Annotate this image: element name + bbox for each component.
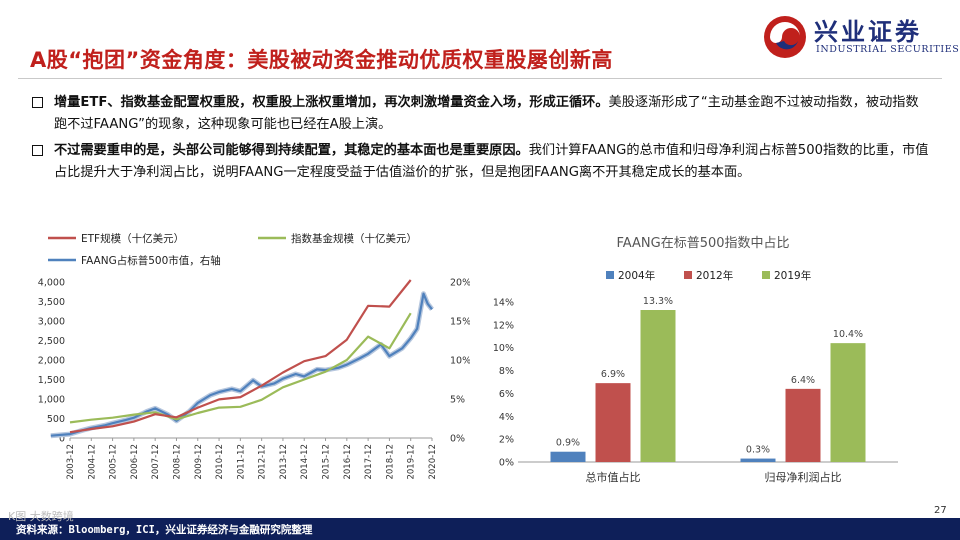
y-tick-label: 4% <box>499 412 514 423</box>
y-tick-label: 14% <box>493 298 514 309</box>
page-title: A股“抱团”资金角度：美股被动资金推动优质权重股屡创新高 <box>30 48 613 72</box>
y-tick-label: 2% <box>499 435 514 446</box>
x-tick-label: 2014-12 <box>300 444 310 480</box>
bar-value-label: 0.9% <box>556 438 580 449</box>
bullet-list: 增量ETF、指数基金配置权重股，权重股上涨权重增加，再次刺激增量资金入场，形成正… <box>30 92 930 188</box>
x-tick-label: 2018-12 <box>385 444 395 480</box>
legend-label: 指数基金规模（十亿美元） <box>291 232 417 245</box>
legend-label: 2012年 <box>696 269 733 282</box>
bar-value-label: 10.4% <box>833 329 863 340</box>
page-number: 27 <box>934 505 947 516</box>
bullet-item: 不过需要重申的是，头部公司能够得到持续配置，其稳定的基本面也是重要原因。我们计算… <box>30 140 930 184</box>
legend-swatch <box>684 271 692 279</box>
y-left-tick-label: 500 <box>47 414 65 425</box>
x-tick-label: 2012-12 <box>258 444 268 480</box>
bar <box>640 310 676 462</box>
faang-share-shadow-line <box>50 291 434 439</box>
x-tick-label: 2019-12 <box>407 444 417 480</box>
footer-bar <box>0 518 960 540</box>
bullet-text: 美股逐渐形成了“主动基金跑不过被动指数，被动指数跑不过FAANG”的现象，这种现… <box>54 95 919 132</box>
x-tick-label: 2009-12 <box>194 444 204 480</box>
bullet-bold-text: 增量ETF、指数基金配置权重股，权重股上涨权重增加，再次刺激增量资金入场，形成正… <box>54 95 609 110</box>
index-fund-size-line <box>69 312 412 424</box>
y-left-tick-label: 4,000 <box>38 278 65 289</box>
bar-value-label: 6.9% <box>601 369 625 380</box>
legend-label: ETF规模（十亿美元） <box>81 232 184 245</box>
logo-name-cn: 兴业证券 <box>814 17 922 46</box>
x-tick-label: 2013-12 <box>279 444 289 480</box>
checkbox-square-icon <box>32 145 43 156</box>
bar <box>550 451 586 462</box>
y-tick-label: 12% <box>493 320 514 331</box>
y-right-tick-label: 0% <box>450 434 465 445</box>
legend-label: 2004年 <box>618 269 655 282</box>
y-right-tick-label: 15% <box>450 317 470 328</box>
bullet-bold-text: 不过需要重申的是，头部公司能够得到持续配置，其稳定的基本面也是重要原因。 <box>54 143 529 158</box>
watermark: K图 大数跨境 <box>8 510 74 523</box>
x-tick-label: 2017-12 <box>364 444 374 480</box>
category-label: 归母净利润占比 <box>765 470 842 484</box>
title-divider <box>18 78 942 79</box>
x-tick-label: 2006-12 <box>130 444 140 480</box>
y-left-tick-label: 1,000 <box>38 395 65 406</box>
x-tick-label: 2007-12 <box>151 444 161 480</box>
faang-share-line <box>50 292 433 437</box>
y-right-tick-label: 20% <box>450 278 470 289</box>
y-left-tick-label: 0 <box>59 434 65 445</box>
logo-name-en: INDUSTRIAL SECURITIES <box>816 44 960 55</box>
x-tick-label: 2005-12 <box>109 444 119 480</box>
bar-value-label: 0.3% <box>746 445 770 456</box>
bar-chart-title: FAANG在标普500指数中占比 <box>616 236 789 251</box>
source-note: 资料来源：Bloomberg，ICI，兴业证券经济与金融研究院整理 <box>16 524 313 536</box>
bar <box>785 388 821 462</box>
y-left-tick-label: 3,000 <box>38 317 65 328</box>
y-right-tick-label: 5% <box>450 395 465 406</box>
y-left-tick-label: 3,500 <box>38 297 65 308</box>
bar-value-label: 13.3% <box>643 296 673 307</box>
x-tick-label: 2008-12 <box>172 444 182 480</box>
legend-swatch <box>606 271 614 279</box>
company-logo: 兴业证券 INDUSTRIAL SECURITIES <box>762 10 959 66</box>
x-tick-label: 2004-12 <box>87 444 97 480</box>
legend-label: 2019年 <box>774 269 811 282</box>
legend-label: FAANG占标普500市值，右轴 <box>81 254 221 267</box>
y-tick-label: 6% <box>499 389 514 400</box>
y-tick-label: 10% <box>493 343 514 354</box>
y-tick-label: 8% <box>499 366 514 377</box>
bar <box>830 343 866 462</box>
y-right-tick-label: 10% <box>450 356 470 367</box>
x-tick-label: 2011-12 <box>236 444 246 480</box>
category-label: 总市值占比 <box>586 470 641 484</box>
bar <box>595 383 631 462</box>
bar-value-label: 6.4% <box>791 375 815 386</box>
y-left-tick-label: 2,000 <box>38 356 65 367</box>
y-left-tick-label: 2,500 <box>38 336 65 347</box>
bullet-item: 增量ETF、指数基金配置权重股，权重股上涨权重增加，再次刺激增量资金入场，形成正… <box>30 92 930 136</box>
x-tick-label: 2016-12 <box>343 444 353 480</box>
logo-emblem-icon <box>764 16 806 58</box>
y-tick-label: 0% <box>499 458 514 469</box>
y-left-tick-label: 1,500 <box>38 375 65 386</box>
bullet-text: 我们计算FAANG的总市值和归母净利润占标普500指数的比重，市值占比提升大于净… <box>54 143 929 180</box>
bar <box>740 458 776 462</box>
legend-swatch <box>762 271 770 279</box>
x-tick-label: 2015-12 <box>322 444 332 480</box>
checkbox-square-icon <box>32 97 43 108</box>
x-tick-label: 2003-12 <box>66 444 76 480</box>
etf-index-faang-line-chart: ETF规模（十亿美元） 指数基金规模（十亿美元） FAANG占标普500市值，右轴 0… <box>38 232 470 480</box>
faang-share-bar-chart: FAANG在标普500指数中占比 2004年 2012年 2019年 0% 2% 4% 6% 8… <box>493 236 898 484</box>
etf-size-line <box>69 279 412 434</box>
x-tick-label: 2020-12 <box>428 444 438 480</box>
x-tick-label: 2010-12 <box>215 444 225 480</box>
